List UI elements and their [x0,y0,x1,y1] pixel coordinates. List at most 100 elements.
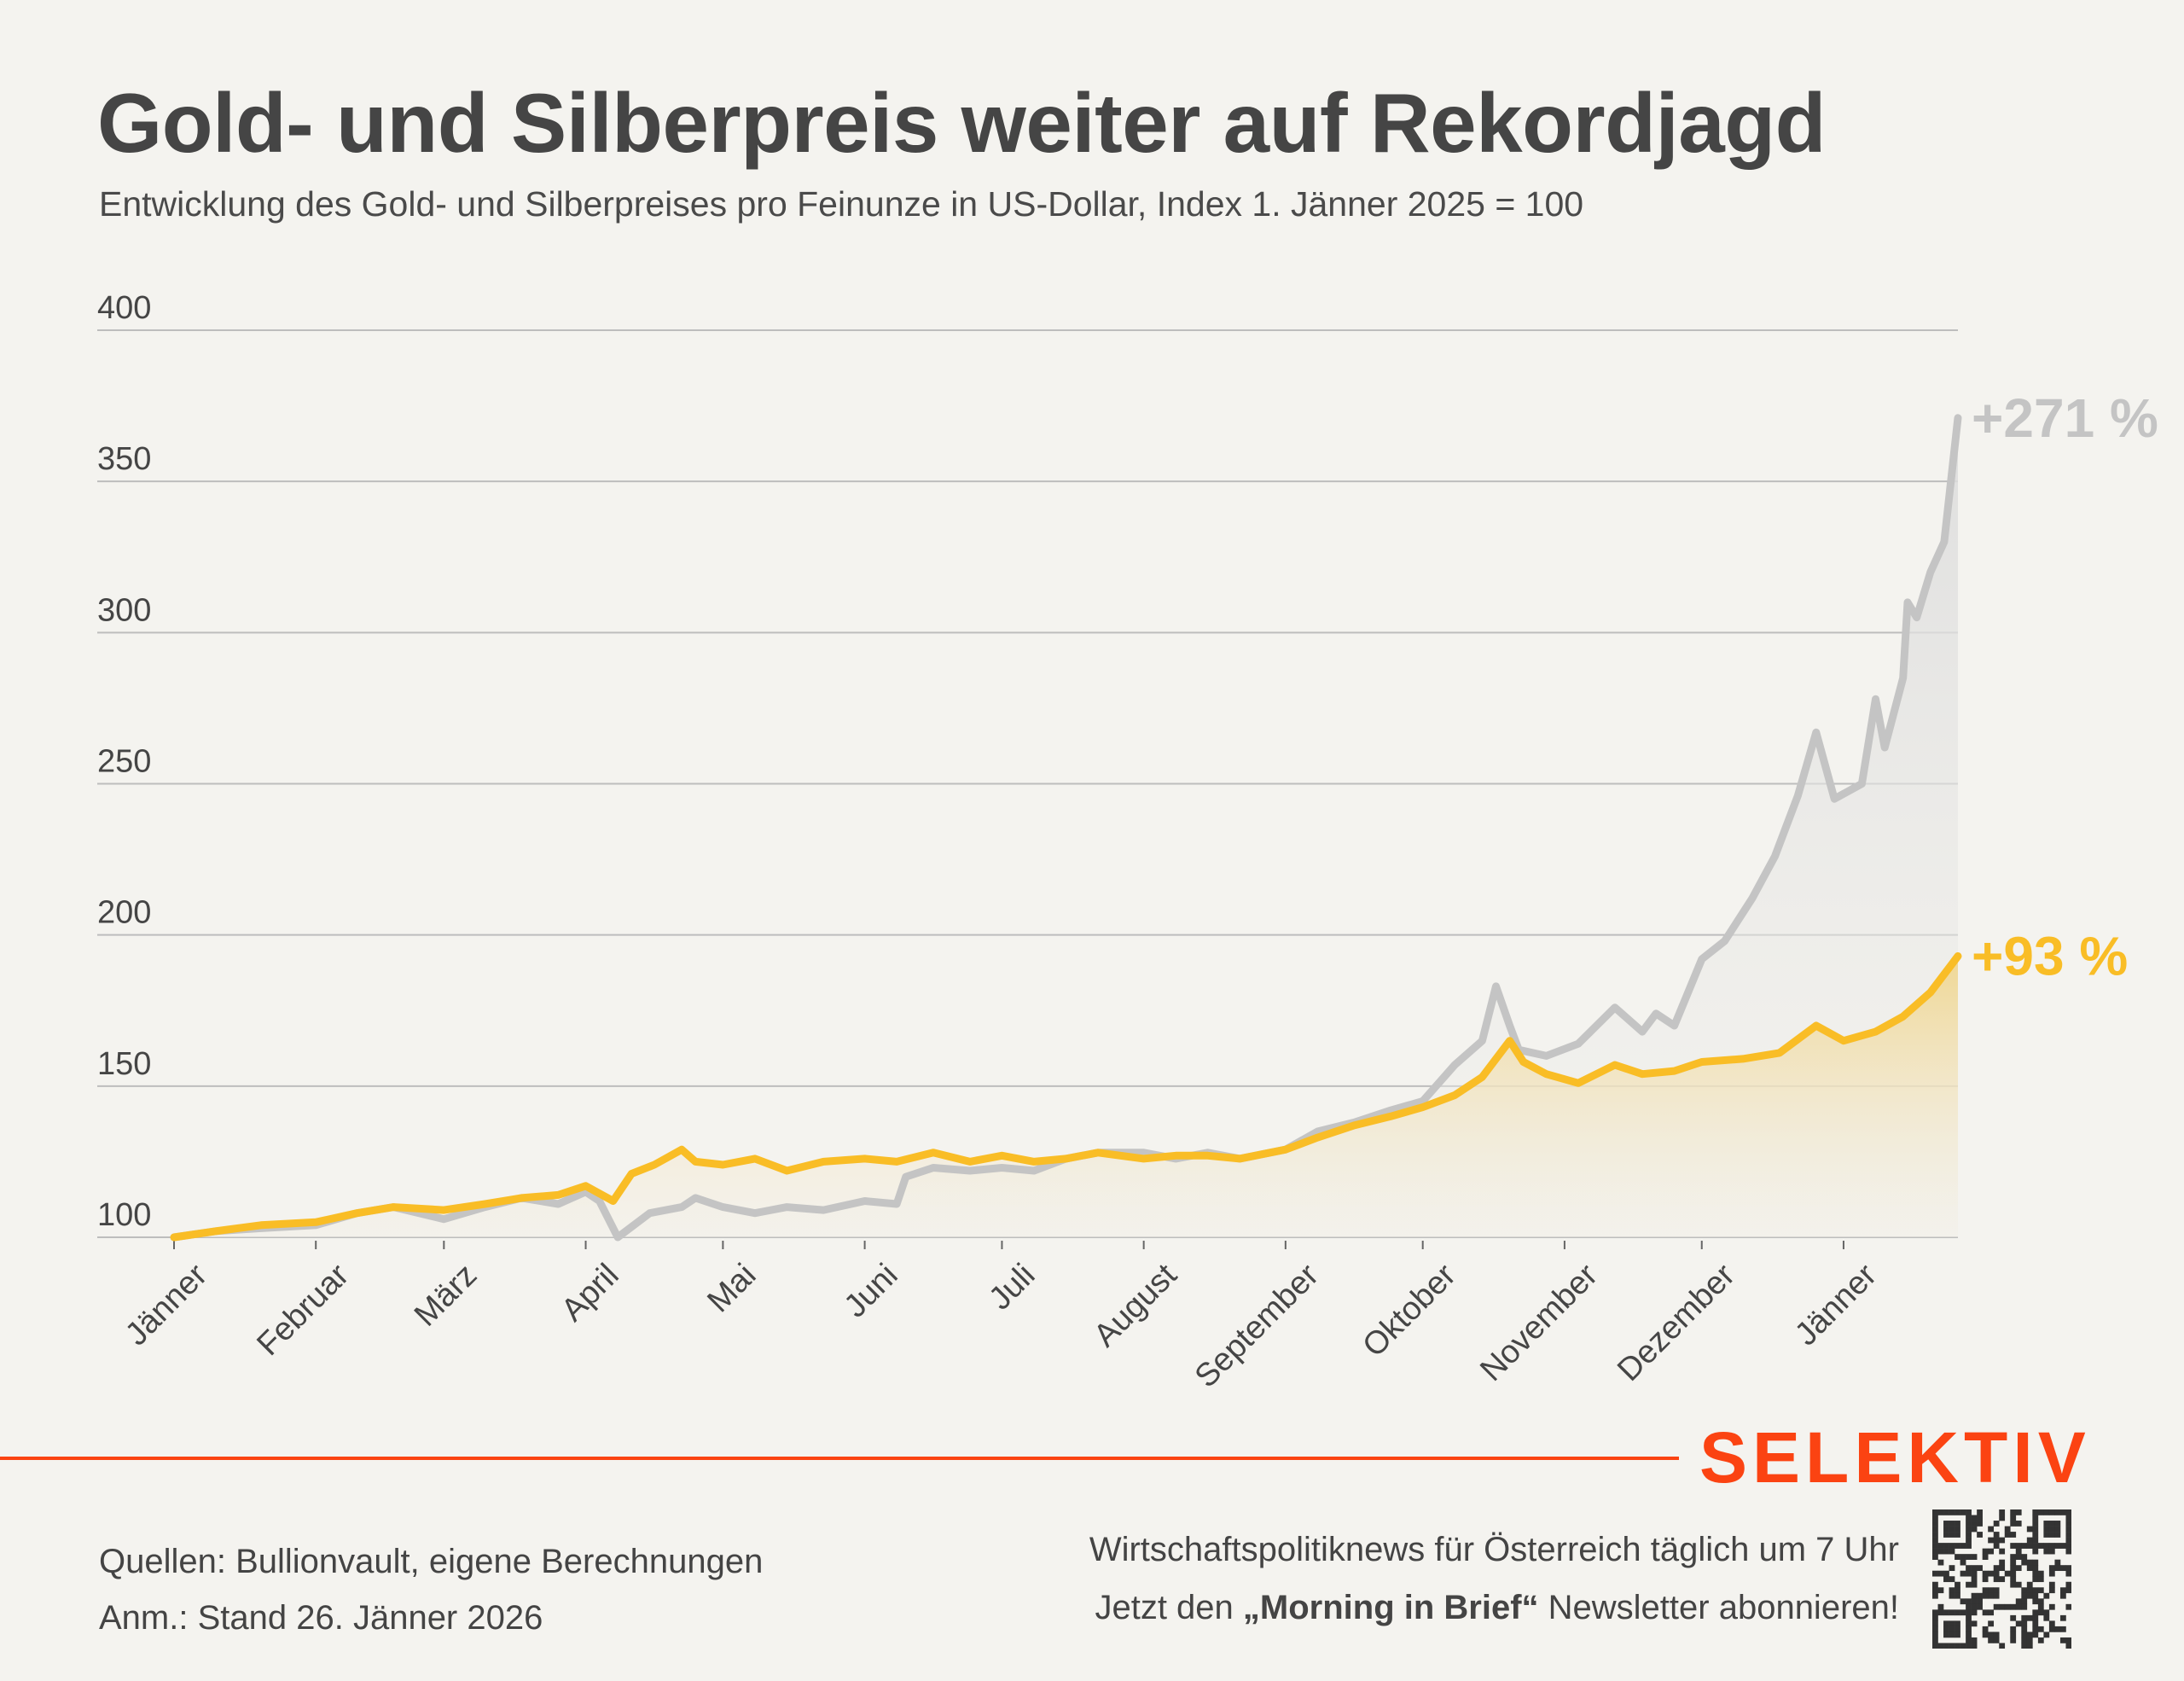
qr-module [1977,1521,1983,1527]
promo-line-2[interactable]: Jetzt den „Morning in Brief“ Newsletter … [1095,1589,1899,1627]
qr-module [1988,1592,1995,1599]
silver-end-label: +271 % [1972,387,2158,449]
qr-module [2054,1521,2061,1527]
qr-module [1999,1537,2006,1544]
note-text: Anm.: Stand 26. Jänner 2026 [99,1599,543,1637]
qr-module [2026,1614,2033,1621]
qr-module [1955,1632,1960,1638]
qr-module [1988,1537,1995,1544]
selektiv-logo: SELEKTIV [1699,1417,2091,1498]
qr-module [1943,1548,1949,1555]
qr-module [1960,1559,1966,1566]
y-tick-label: 150 [97,1046,151,1082]
qr-module [2032,1626,2039,1632]
x-tick-label: Februar [250,1257,356,1363]
qr-module [2059,1637,2066,1643]
qr-module [1949,1521,1955,1527]
qr-module [2059,1614,2066,1621]
qr-module [1949,1543,1955,1549]
qr-module [1993,1537,2000,1544]
qr-module [2010,1565,2017,1572]
qr-module [2010,1576,2017,1583]
qr-module [1999,1603,2006,1610]
qr-module [2021,1626,2028,1632]
qr-module [1943,1543,1949,1549]
qr-module [1966,1643,1972,1649]
qr-module [1937,1543,1944,1549]
qr-module [2015,1521,2022,1527]
qr-module [1966,1581,1972,1588]
qr-module [1943,1643,1949,1649]
qr-module [1993,1532,2000,1538]
qr-module [1949,1643,1955,1649]
qr-module [1982,1632,1989,1638]
qr-module [1982,1554,1989,1560]
qr-module [1955,1609,1960,1616]
qr-module [1932,1515,1938,1521]
qr-module [2037,1626,2044,1632]
qr-module [1955,1509,1960,1515]
x-tick-label: März [408,1257,484,1333]
qr-module [2021,1620,2028,1627]
qr-module [2037,1570,2044,1577]
qr-module [2032,1521,2039,1527]
qr-module [2048,1603,2055,1610]
qr-module [1993,1521,2000,1527]
qr-module [1949,1532,1955,1538]
qr-module [2065,1587,2071,1594]
qr-module [1932,1643,1938,1649]
qr-module [2026,1643,2033,1649]
qr-module [2032,1632,2039,1638]
qr-module [2010,1581,2017,1588]
qr-module [2026,1559,2033,1566]
qr-module [1932,1532,1938,1538]
qr-module [2032,1543,2039,1549]
qr-module [1977,1532,1983,1538]
qr-module [2032,1559,2039,1566]
qr-module [1999,1509,2006,1515]
qr-module [2043,1548,2050,1555]
qr-module [2048,1570,2055,1577]
qr-module [1937,1587,1944,1594]
qr-module [2048,1532,2055,1538]
qr-module [1943,1576,1949,1583]
qr-module [1932,1587,1938,1594]
promo-line-1: Wirtschaftspolitiknews für Österreich tä… [1089,1531,1899,1568]
x-tick-label: Juni [838,1257,905,1324]
qr-module [1977,1603,1983,1610]
qr-module [2059,1565,2066,1572]
chart-title: Gold- und Silberpreis weiter auf Rekordj… [97,76,1826,170]
qr-module [2032,1592,2039,1599]
qr-module [1966,1537,1972,1544]
qr-module [1988,1526,1995,1533]
qr-module [2037,1576,2044,1583]
qr-module [1955,1587,1960,1594]
qr-module [1937,1609,1944,1616]
qr-module [2048,1581,2055,1588]
qr-module [2026,1632,2033,1638]
x-tick-label: November [1473,1257,1605,1388]
qr-module [1966,1570,1972,1577]
qr-module [2065,1526,2071,1533]
line-chart: 100 150 200 250 300 350 400 Jänner Februar März Ap… [97,290,2158,1394]
qr-module [2043,1614,2050,1621]
qr-module [2054,1532,2061,1538]
qr-module [1949,1509,1955,1515]
y-tick-label: 300 [97,592,151,628]
qr-module [2065,1521,2071,1527]
qr-module [1966,1609,1972,1616]
qr-module [2032,1598,2039,1605]
qr-module [1955,1521,1960,1527]
qr-module [2015,1581,2022,1588]
qr-code-icon[interactable] [1932,1509,2071,1649]
qr-module [1932,1592,1938,1599]
qr-module [1993,1576,2000,1583]
qr-module [2054,1526,2061,1533]
qr-module [1932,1581,1938,1588]
qr-module [1971,1598,1978,1605]
qr-module [2021,1554,2028,1560]
qr-module [1966,1515,1972,1521]
qr-module [1955,1532,1960,1538]
promo-pre: Jetzt den [1095,1589,1243,1626]
qr-module [1999,1576,2006,1583]
